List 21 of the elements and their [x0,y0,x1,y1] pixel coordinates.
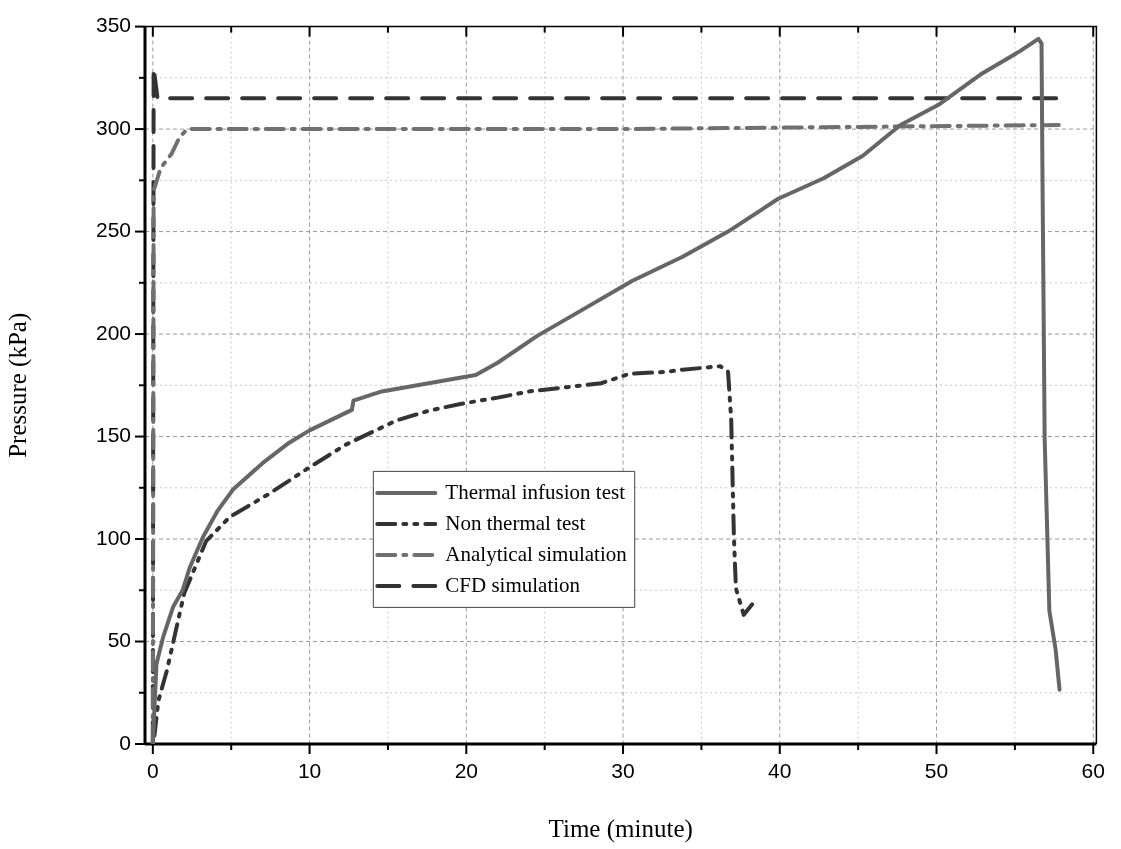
x-tick-label: 10 [297,759,322,783]
x-tick-label: 60 [1081,759,1105,783]
x-tick-label: 30 [611,759,635,783]
x-axis-title: Time (minute) [548,814,693,843]
x-tick-label: 20 [454,759,478,783]
legend-label: Analytical simulation [445,542,628,567]
legend-label: CFD simulation [445,573,581,598]
y-tick-label: 50 [107,628,131,652]
legend-label: Non thermal test [445,511,586,536]
legend-label: Thermal infusion test [445,480,626,505]
y-tick-label: 100 [95,525,131,549]
y-tick-label: 150 [95,423,131,447]
y-tick-label: 300 [95,115,131,139]
x-tick-label: 40 [768,759,792,783]
x-tick-label: 50 [924,759,949,783]
y-tick-label: 350 [95,13,131,37]
y-tick-label: 250 [95,218,131,242]
x-tick-label: 0 [146,759,159,783]
y-tick-label: 0 [119,730,131,754]
y-axis-title: Pressure (kPa) [3,312,32,458]
y-tick-label: 200 [95,320,131,344]
